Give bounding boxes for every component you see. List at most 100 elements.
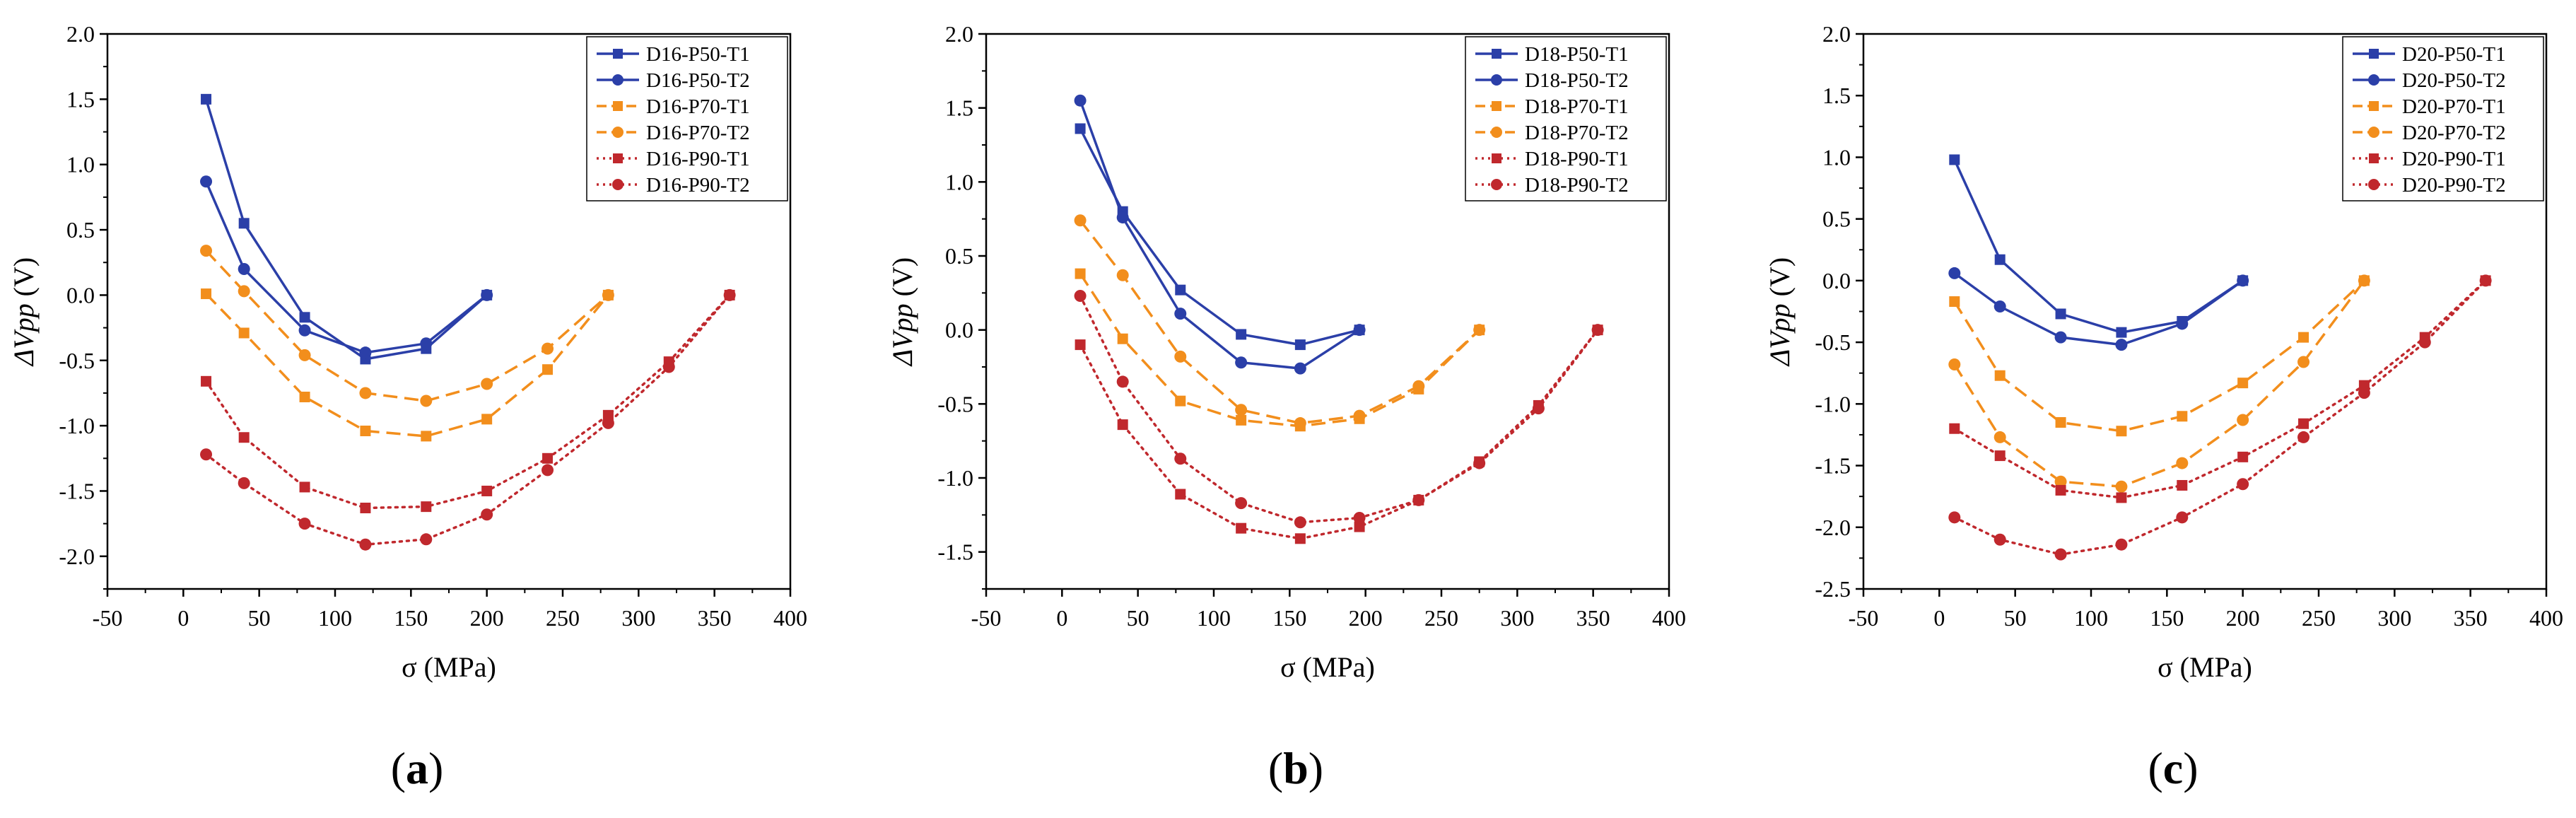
data-point-D20-P90-T1 [2055,484,2066,496]
data-point-D20-P90-T1 [1949,423,1960,434]
data-point-D18-P70-T2 [1353,409,1366,422]
legend-marker-D20-P70-T2 [2368,127,2379,138]
x-tick-label: 400 [2529,605,2563,631]
plot-area [1074,94,1604,544]
x-tick-label: 300 [1500,605,1534,631]
data-point-D18-P90-T1 [1236,522,1247,534]
legend-label-D16-P90-T1: D16-P90-T1 [646,148,750,170]
data-point-D20-P70-T1 [2298,332,2309,343]
data-point-D16-P70-T1 [360,426,371,437]
panel-label-letter: c [2163,743,2183,793]
y-tick-label: 1.0 [66,152,95,177]
y-tick-label: 1.0 [945,169,973,194]
data-point-D18-P70-T2 [1174,350,1187,363]
legend-marker-D18-P70-T2 [1491,127,1502,138]
x-axis-title: σ (MPa) [1280,651,1375,683]
legend-marker-D18-P90-T2 [1491,179,1502,190]
data-point-D20-P70-T2 [2237,414,2249,426]
plot-area [200,93,736,551]
data-point-D16-P50-T1 [299,312,310,323]
x-tick-label: 250 [546,605,580,631]
data-point-D16-P90-T2 [238,477,250,489]
x-tick-label: 0 [1933,605,1945,631]
data-point-D18-P50-T1 [1294,339,1306,351]
data-point-D18-P50-T2 [1174,308,1187,320]
data-point-D18-P90-T2 [1174,452,1187,465]
y-tick-label: -2.5 [1815,576,1851,602]
data-point-D16-P70-T2 [359,387,372,399]
x-tick-label: 350 [2454,605,2488,631]
legend-marker-D20-P90-T1 [2369,153,2379,163]
data-point-D20-P70-T1 [2237,378,2249,389]
data-point-D20-P90-T1 [2237,451,2249,462]
series-line-D20-P70-T2 [1953,279,2365,488]
legend-label-D20-P50-T2: D20-P50-T2 [2402,69,2506,92]
y-axis-title-unit: (V) [886,257,918,304]
y-tick-label: 1.5 [1822,83,1851,108]
data-point-D18-P50-T2 [1235,356,1248,369]
data-point-D16-P70-T1 [299,391,310,402]
data-point-D16-P70-T2 [602,288,614,301]
chart-panel-c: -50 0 50 100 150 200 250 300 350 400 2.0 1.5 1.0 0.5 0… [1764,21,2563,793]
legend-label-D20-P90-T2: D20-P90-T2 [2402,174,2506,197]
legend-marker-D20-P70-T1 [2369,101,2379,111]
y-axis-title-unit: (V) [1764,257,1796,304]
data-point-D16-P90-T1 [542,452,554,464]
panel-label-close: ) [428,743,443,793]
data-point-D18-P90-T2 [1591,324,1604,337]
series-line-D20-P50-T2 [1953,271,2244,346]
series-line-D20-P50-T1 [1953,159,2244,334]
y-axis-title-main: ΔVpp [886,303,918,367]
data-point-D18-P70-T2 [1294,417,1306,430]
y-tick-label: 2.0 [945,21,973,47]
series-line-D18-P90-T2 [1079,294,1599,524]
data-point-D20-P50-T1 [2116,327,2127,338]
data-point-D16-P70-T1 [421,431,432,442]
data-point-D16-P50-T2 [420,337,433,350]
legend-marker-D20-P50-T1 [2369,49,2379,59]
x-axis-title: σ (MPa) [2158,651,2252,683]
panel-label-c: (c) [2148,743,2198,793]
data-point-D16-P50-T1 [238,218,250,229]
data-point-D16-P90-T1 [299,481,310,493]
chart-panel-a: -50 0 50 100 150 200 250 300 350 400 2.0 1.5 1.0 0.5 0… [8,21,807,793]
legend-marker-D18-P50-T1 [1492,49,1501,59]
data-point-D16-P50-T2 [238,262,250,275]
data-point-D20-P70-T2 [2176,457,2189,469]
data-point-D18-P70-T2 [1116,269,1129,281]
x-tick-label: 0 [177,605,189,631]
data-point-D16-P90-T1 [360,502,371,513]
data-point-D20-P70-T1 [2055,417,2066,428]
x-tick-label: 300 [621,605,655,631]
legend-label-D20-P90-T1: D20-P90-T1 [2402,148,2506,170]
data-point-D16-P70-T1 [238,327,250,339]
y-tick-label: -2.0 [59,544,95,569]
series-line-D16-P90-T2 [204,293,731,546]
y-tick-label: 0.5 [1822,206,1851,232]
series-line-D16-P70-T1 [205,293,609,438]
data-point-D20-P50-T1 [1994,254,2006,265]
data-point-D16-P70-T1 [481,414,493,425]
data-point-D20-P90-T2 [2054,548,2067,561]
legend-marker-D20-P50-T2 [2368,74,2379,86]
legend: D18-P50-T1 D18-P50-T2 D18-P70-T1 D18-P70-T2… [1465,36,1667,201]
data-point-D16-P90-T2 [200,448,213,461]
legend-label-D20-P50-T1: D20-P50-T1 [2402,43,2506,66]
legend-marker-D18-P50-T2 [1491,74,1502,86]
data-point-D18-P50-T2 [1074,94,1087,107]
data-point-D18-P70-T2 [1412,380,1425,392]
legend-box [2342,36,2544,201]
series-line-D18-P90-T1 [1079,328,1599,540]
data-point-D18-P90-T1 [1175,489,1186,500]
data-point-D18-P90-T2 [1412,493,1425,506]
x-tick-label: 0 [1056,605,1067,631]
legend: D20-P50-T1 D20-P50-T2 D20-P70-T1 D20-P70-T2… [2342,36,2544,201]
legend-label-D20-P70-T1: D20-P70-T1 [2402,95,2506,118]
series-line-D16-P50-T2 [204,181,488,354]
data-point-D16-P90-T2 [602,416,614,429]
data-point-D20-P50-T2 [2176,317,2189,330]
data-point-D18-P90-T2 [1235,497,1248,510]
data-point-D20-P70-T1 [2116,426,2127,437]
data-point-D20-P70-T2 [2358,274,2370,287]
x-axis-title: σ (MPa) [402,651,496,683]
